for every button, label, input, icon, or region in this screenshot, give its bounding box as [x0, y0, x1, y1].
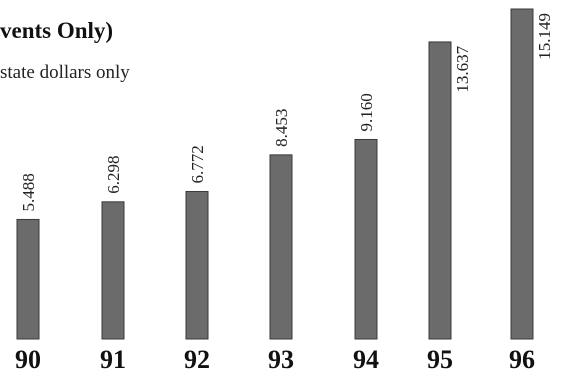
bar-91 — [101, 201, 125, 340]
category-label-93: 93 — [268, 345, 294, 374]
bar-96 — [510, 8, 534, 340]
bar-93 — [269, 154, 293, 340]
value-label-93: 8.453 — [272, 109, 291, 147]
value-label-94: 9.160 — [357, 93, 376, 131]
category-label-94: 94 — [353, 345, 379, 374]
chart-title: vents Only) — [0, 18, 114, 43]
bar-92 — [185, 190, 209, 340]
category-label-96: 96 — [509, 345, 535, 374]
bar-95 — [428, 41, 452, 340]
category-label-90: 90 — [15, 345, 41, 374]
value-label-92: 6.772 — [188, 145, 207, 183]
value-label-90: 5.488 — [19, 173, 38, 211]
chart-subtitle: state dollars only — [0, 62, 130, 83]
value-label-96: 15.149 — [535, 13, 554, 60]
bar-94 — [354, 138, 378, 340]
value-label-95: 13.637 — [453, 45, 472, 92]
category-label-92: 92 — [184, 345, 210, 374]
value-label-91: 6.298 — [104, 156, 123, 194]
bar-90 — [16, 218, 40, 340]
category-label-95: 95 — [427, 345, 453, 374]
category-label-91: 91 — [100, 345, 126, 374]
